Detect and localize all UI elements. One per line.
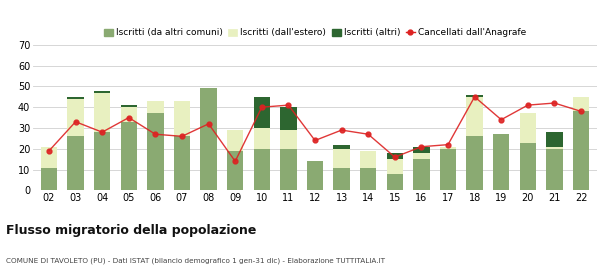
Bar <box>466 136 483 190</box>
Bar <box>67 136 84 190</box>
Legend: Iscritti (da altri comuni), Iscritti (dall'estero), Iscritti (altri), Cancellati: Iscritti (da altri comuni), Iscritti (da… <box>104 28 526 37</box>
Bar <box>121 122 137 190</box>
Bar <box>41 147 57 167</box>
Bar <box>227 130 244 151</box>
Bar <box>121 107 137 122</box>
Bar <box>121 105 137 107</box>
Bar <box>334 145 350 149</box>
Bar <box>147 101 164 113</box>
Bar <box>174 101 190 136</box>
Bar <box>573 97 589 111</box>
Bar <box>280 107 296 130</box>
Bar <box>67 97 84 99</box>
Bar <box>254 149 270 190</box>
Bar <box>94 90 110 93</box>
Bar <box>440 147 456 149</box>
Bar <box>520 113 536 143</box>
Bar <box>466 95 483 97</box>
Bar <box>386 153 403 159</box>
Bar <box>94 132 110 190</box>
Bar <box>334 149 350 167</box>
Bar <box>413 147 430 153</box>
Bar <box>307 161 323 190</box>
Text: Flusso migratorio della popolazione: Flusso migratorio della popolazione <box>6 224 256 237</box>
Bar <box>360 151 376 167</box>
Bar <box>67 99 84 136</box>
Bar <box>254 128 270 149</box>
Bar <box>360 167 376 190</box>
Bar <box>440 149 456 190</box>
Bar <box>386 159 403 174</box>
Bar <box>227 151 244 190</box>
Bar <box>493 134 509 190</box>
Bar <box>546 149 563 190</box>
Bar <box>41 167 57 190</box>
Bar <box>466 97 483 136</box>
Bar <box>254 97 270 128</box>
Bar <box>546 132 563 147</box>
Bar <box>147 113 164 190</box>
Bar <box>573 111 589 190</box>
Bar <box>334 167 350 190</box>
Bar <box>200 88 217 190</box>
Text: COMUNE DI TAVOLETO (PU) - Dati ISTAT (bilancio demografico 1 gen-31 dic) - Elabo: COMUNE DI TAVOLETO (PU) - Dati ISTAT (bi… <box>6 258 385 264</box>
Bar <box>520 143 536 190</box>
Bar <box>546 147 563 149</box>
Bar <box>174 136 190 190</box>
Bar <box>280 149 296 190</box>
Bar <box>280 130 296 149</box>
Bar <box>413 153 430 159</box>
Bar <box>386 174 403 190</box>
Bar <box>94 93 110 132</box>
Bar <box>413 159 430 190</box>
